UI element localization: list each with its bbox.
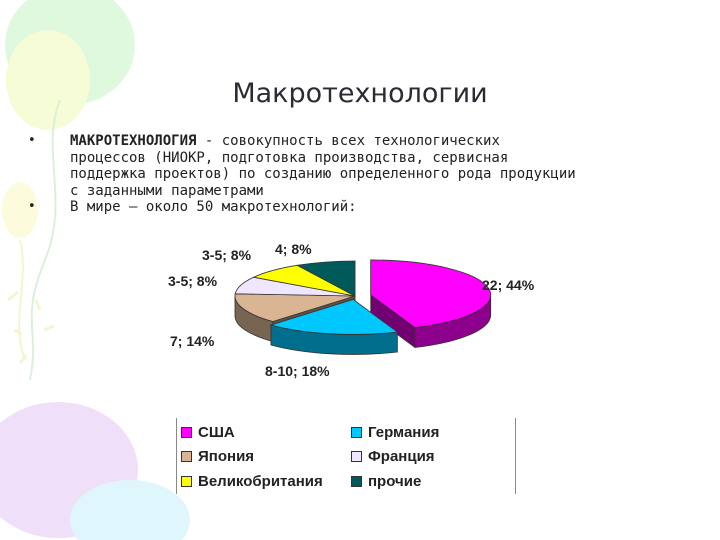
bullet-term: МАКРОТЕХНОЛОГИЯ	[70, 133, 197, 149]
data-label: 22; 44%	[482, 277, 535, 293]
legend-label: Великобритания	[198, 473, 323, 490]
legend-swatch	[351, 451, 362, 462]
legend-swatch	[181, 427, 192, 438]
confetti-decoration	[7, 290, 55, 364]
balloon-decoration	[0, 402, 138, 538]
bullet-dot: •	[28, 133, 36, 148]
legend-label: Германия	[368, 424, 440, 441]
legend-item: Япония	[181, 448, 254, 465]
legend-swatch	[181, 451, 192, 462]
slide-title: Макротехнологии	[232, 78, 488, 109]
balloon-decoration	[5, 0, 135, 105]
balloon-string	[18, 239, 26, 361]
balloon-string	[29, 99, 61, 381]
legend-label: Япония	[198, 448, 255, 465]
data-label: 3-5; 8%	[168, 273, 218, 289]
bullet-item: • В мире – около 50 макротехнологий:	[28, 199, 668, 216]
bullet-text: - совокупность всех технологических	[196, 133, 500, 149]
bullet-text: процессов (НИОКР, подготовка производств…	[70, 149, 509, 166]
legend-label: Франция	[368, 448, 435, 465]
legend-item: Великобритания	[181, 473, 323, 490]
bullet-text: с заданными параметрами	[70, 182, 264, 199]
legend-label: прочие	[368, 473, 422, 490]
balloon-decoration	[2, 182, 38, 238]
pie-slice-0	[370, 259, 492, 328]
bullet-item: • МАКРОТЕХНОЛОГИЯ - совокупность всех тех…	[28, 133, 668, 199]
balloon-decoration	[70, 480, 190, 540]
balloon-decoration	[6, 30, 90, 130]
legend-item: Германия	[351, 424, 439, 441]
legend-swatch	[181, 476, 192, 487]
bullet-text: поддержка проектов) по созданию определе…	[70, 166, 576, 182]
pie-slice-1	[269, 298, 399, 335]
legend-swatch	[351, 476, 362, 487]
pie-chart: 22; 44% 8-10; 18% 7; 14% 3-5; 8% 3-5; 8% 4; 8…	[168, 241, 535, 379]
bullet-dot: •	[28, 199, 36, 214]
data-label: 7; 14%	[170, 333, 215, 349]
legend-item: прочие	[351, 473, 421, 490]
chart-legend: США Германия Япония Франция Великобритания пр…	[176, 418, 516, 494]
legend-label: США	[198, 424, 235, 441]
bullet-text: В мире – около 50 макротехнологий:	[70, 199, 357, 215]
data-label: 8-10; 18%	[265, 363, 330, 379]
bullet-list: • МАКРОТЕХНОЛОГИЯ - совокупность всех тех…	[28, 133, 668, 216]
data-label: 4; 8%	[275, 241, 312, 257]
pie-slice-2	[234, 293, 356, 322]
data-label: 3-5; 8%	[202, 247, 252, 263]
pie-slice-5	[295, 260, 356, 297]
legend-item: Франция	[351, 448, 435, 465]
legend-swatch	[351, 427, 362, 438]
legend-item: США	[181, 424, 235, 441]
